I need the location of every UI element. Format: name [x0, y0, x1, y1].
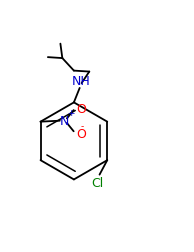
Text: -: - [81, 121, 84, 130]
Text: +: + [67, 109, 75, 118]
Text: O: O [76, 102, 86, 115]
Text: O: O [76, 127, 86, 140]
Text: Cl: Cl [92, 176, 104, 190]
Text: NH: NH [72, 75, 91, 88]
Text: N: N [60, 115, 69, 128]
